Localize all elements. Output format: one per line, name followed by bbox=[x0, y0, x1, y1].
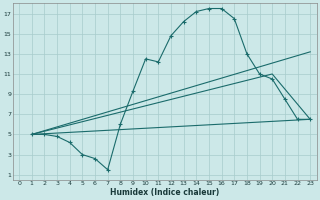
X-axis label: Humidex (Indice chaleur): Humidex (Indice chaleur) bbox=[110, 188, 219, 197]
